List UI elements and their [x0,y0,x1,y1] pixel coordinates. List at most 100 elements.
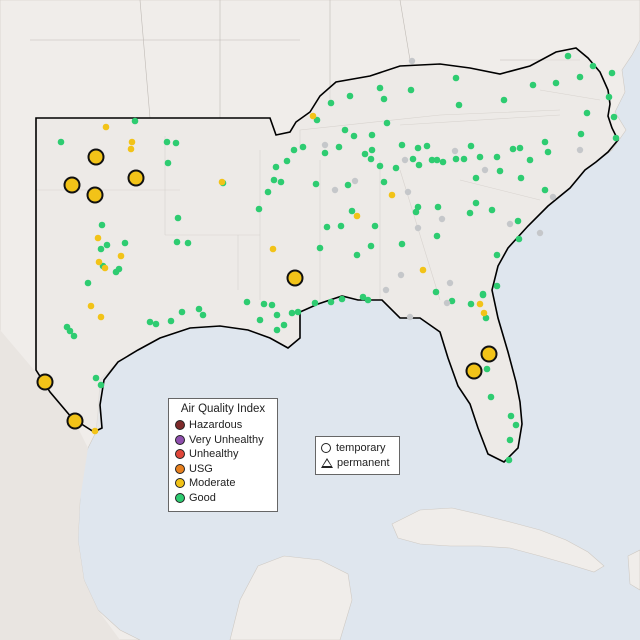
good-monitor[interactable] [612,134,620,142]
good-monitor[interactable] [448,297,456,305]
good-monitor[interactable] [367,155,375,163]
good-monitor[interactable] [70,332,78,340]
good-monitor[interactable] [290,146,298,154]
good-monitor[interactable] [507,412,515,420]
nodata-monitor[interactable] [536,229,544,237]
good-monitor[interactable] [283,157,291,165]
moderate-monitor[interactable] [476,300,484,308]
good-monitor[interactable] [338,295,346,303]
nodata-monitor[interactable] [382,286,390,294]
moderate-monitor[interactable] [102,123,110,131]
moderate-monitor[interactable] [128,138,136,146]
nodata-monitor[interactable] [446,279,454,287]
good-monitor[interactable] [605,93,613,101]
good-monitor[interactable] [467,142,475,150]
good-monitor[interactable] [414,203,422,211]
good-monitor[interactable] [380,95,388,103]
good-monitor[interactable] [164,159,172,167]
good-monitor[interactable] [167,317,175,325]
good-monitor[interactable] [344,181,352,189]
good-monitor[interactable] [376,162,384,170]
moderate-monitor[interactable] [91,427,99,435]
moderate-temporary-monitor[interactable] [127,169,145,187]
nodata-monitor[interactable] [481,166,489,174]
good-monitor[interactable] [509,145,517,153]
good-monitor[interactable] [131,117,139,125]
good-monitor[interactable] [313,116,321,124]
good-monitor[interactable] [353,251,361,259]
good-monitor[interactable] [66,327,74,335]
good-monitor[interactable] [409,155,417,163]
moderate-monitor[interactable] [480,309,488,317]
good-monitor[interactable] [500,96,508,104]
good-monitor[interactable] [299,143,307,151]
good-monitor[interactable] [359,293,367,301]
good-monitor[interactable] [350,132,358,140]
good-monitor[interactable] [178,308,186,316]
moderate-temporary-monitor[interactable] [63,176,81,194]
good-monitor[interactable] [337,222,345,230]
good-monitor[interactable] [195,305,203,313]
good-monitor[interactable] [608,69,616,77]
good-monitor[interactable] [273,326,281,334]
moderate-monitor[interactable] [95,258,103,266]
good-monitor[interactable] [423,142,431,150]
nodata-monitor[interactable] [406,313,414,321]
nodata-monitor[interactable] [397,271,405,279]
moderate-temporary-monitor[interactable] [36,373,54,391]
good-monitor[interactable] [270,176,278,184]
good-monitor[interactable] [341,126,349,134]
moderate-monitor[interactable] [87,302,95,310]
good-monitor[interactable] [589,62,597,70]
nodata-monitor[interactable] [451,147,459,155]
moderate-monitor[interactable] [218,178,226,186]
moderate-temporary-monitor[interactable] [66,412,84,430]
nodata-monitor[interactable] [404,188,412,196]
moderate-monitor[interactable] [419,266,427,274]
good-monitor[interactable] [311,299,319,307]
good-monitor[interactable] [383,119,391,127]
good-monitor[interactable] [412,208,420,216]
good-monitor[interactable] [610,113,618,121]
good-monitor[interactable] [432,288,440,296]
good-monitor[interactable] [515,235,523,243]
good-monitor[interactable] [361,150,369,158]
good-monitor[interactable] [98,221,106,229]
good-monitor[interactable] [243,298,251,306]
moderate-monitor[interactable] [269,245,277,253]
good-monitor[interactable] [115,265,123,273]
moderate-monitor[interactable] [353,212,361,220]
good-monitor[interactable] [434,203,442,211]
good-monitor[interactable] [577,130,585,138]
good-monitor[interactable] [152,320,160,328]
good-monitor[interactable] [392,164,400,172]
good-monitor[interactable] [496,167,504,175]
good-monitor[interactable] [294,308,302,316]
nodata-monitor[interactable] [401,156,409,164]
good-monitor[interactable] [367,242,375,250]
good-monitor[interactable] [103,241,111,249]
good-monitor[interactable] [346,92,354,100]
good-monitor[interactable] [482,314,490,322]
good-monitor[interactable] [552,79,560,87]
good-monitor[interactable] [335,143,343,151]
good-monitor[interactable] [439,158,447,166]
moderate-monitor[interactable] [309,112,317,120]
good-monitor[interactable] [514,217,522,225]
moderate-monitor[interactable] [101,264,109,272]
good-monitor[interactable] [483,365,491,373]
nodata-monitor[interactable] [408,57,416,65]
moderate-temporary-monitor[interactable] [286,269,304,287]
good-monitor[interactable] [321,149,329,157]
good-monitor[interactable] [327,99,335,107]
moderate-monitor[interactable] [127,145,135,153]
good-monitor[interactable] [407,86,415,94]
good-monitor[interactable] [472,199,480,207]
moderate-temporary-monitor[interactable] [480,345,498,363]
nodata-monitor[interactable] [321,141,329,149]
good-monitor[interactable] [529,81,537,89]
good-monitor[interactable] [97,245,105,253]
moderate-monitor[interactable] [94,234,102,242]
good-monitor[interactable] [516,144,524,152]
